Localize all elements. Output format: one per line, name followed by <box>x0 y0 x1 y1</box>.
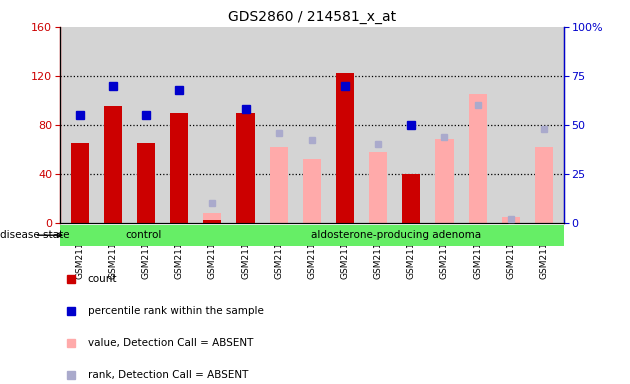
Bar <box>203 213 222 223</box>
Bar <box>303 159 321 223</box>
Text: disease state: disease state <box>0 230 69 240</box>
Text: count: count <box>88 275 117 285</box>
Bar <box>203 220 222 223</box>
Bar <box>369 152 387 223</box>
Bar <box>270 147 288 223</box>
Text: percentile rank within the sample: percentile rank within the sample <box>88 306 263 316</box>
Bar <box>137 143 155 223</box>
Bar <box>469 94 487 223</box>
Title: GDS2860 / 214581_x_at: GDS2860 / 214581_x_at <box>228 10 396 25</box>
Bar <box>535 147 553 223</box>
FancyBboxPatch shape <box>226 223 566 248</box>
Bar <box>336 73 354 223</box>
Bar <box>170 113 188 223</box>
Text: value, Detection Call = ABSENT: value, Detection Call = ABSENT <box>88 338 253 348</box>
Bar <box>71 143 89 223</box>
FancyBboxPatch shape <box>57 223 229 248</box>
Bar <box>104 106 122 223</box>
Bar <box>236 113 255 223</box>
Text: aldosterone-producing adenoma: aldosterone-producing adenoma <box>311 230 481 240</box>
Text: control: control <box>125 230 162 240</box>
Text: rank, Detection Call = ABSENT: rank, Detection Call = ABSENT <box>88 370 248 380</box>
Bar <box>402 174 420 223</box>
Bar <box>501 217 520 223</box>
Bar <box>435 139 454 223</box>
